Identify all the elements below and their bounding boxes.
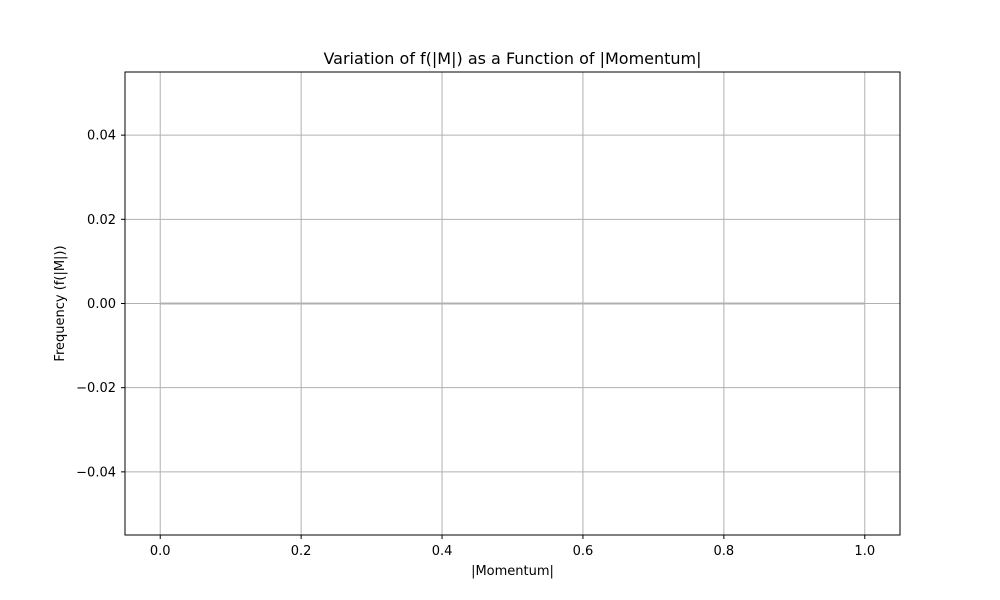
x-tick-label: 0.4 bbox=[432, 544, 453, 559]
y-axis-label: Frequency (f(|M|)) bbox=[53, 245, 68, 361]
x-tick-label: 0.6 bbox=[573, 544, 594, 559]
x-tick-label: 0.8 bbox=[714, 544, 735, 559]
x-tick-label: 0.2 bbox=[291, 544, 312, 559]
x-tick-label: 1.0 bbox=[854, 544, 875, 559]
y-tick-label: −0.04 bbox=[76, 465, 116, 480]
y-tick-label: 0.02 bbox=[87, 213, 116, 228]
y-axis: 0.04 0.02 0.00 −0.02 −0.04 bbox=[76, 129, 125, 480]
x-tick-label: 0.0 bbox=[150, 544, 171, 559]
chart-title: Variation of f(|M|) as a Function of |Mo… bbox=[323, 49, 701, 68]
x-axis: 0.0 0.2 0.4 0.6 0.8 1.0 bbox=[150, 535, 875, 559]
y-tick-label: −0.02 bbox=[76, 381, 116, 396]
y-tick-label: 0.00 bbox=[87, 297, 116, 312]
y-tick-label: 0.04 bbox=[87, 129, 116, 144]
x-axis-label: |Momentum| bbox=[471, 564, 554, 579]
